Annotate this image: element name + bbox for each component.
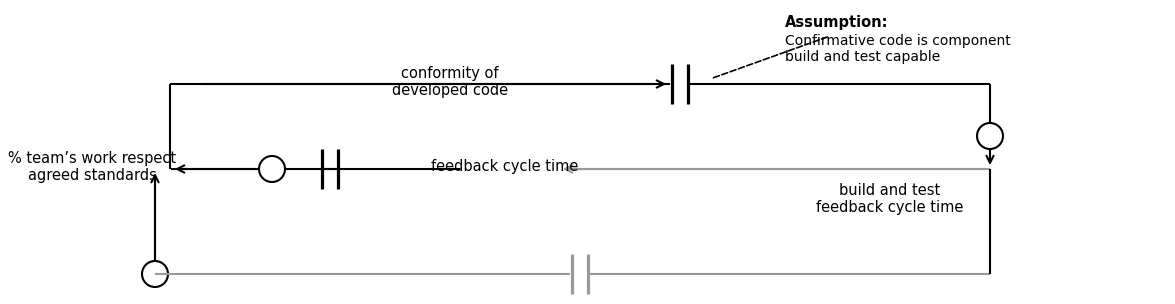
Text: Confirmative code is component
build and test capable: Confirmative code is component build and…: [785, 34, 1010, 64]
Text: conformity of
developed code: conformity of developed code: [392, 66, 508, 98]
Text: % team’s work respect
agreed standards: % team’s work respect agreed standards: [8, 151, 176, 183]
Text: Assumption:: Assumption:: [785, 15, 888, 29]
Text: build and test
feedback cycle time: build and test feedback cycle time: [817, 183, 963, 215]
Text: feedback cycle time: feedback cycle time: [431, 160, 578, 174]
